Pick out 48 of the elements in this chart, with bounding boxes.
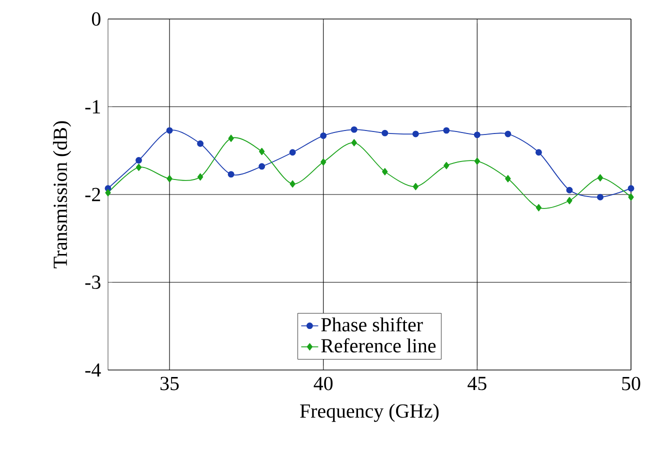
point: [351, 139, 357, 146]
point: [504, 130, 512, 138]
x-axis-title: Frequency (GHz): [300, 404, 439, 422]
point: [412, 182, 418, 190]
y-axis-title: Transmission (dB): [53, 121, 72, 268]
x-tick-label: 50: [622, 376, 640, 390]
x-tick-label: 45: [468, 376, 486, 390]
point: [166, 175, 172, 182]
point: [505, 175, 511, 182]
point: [382, 168, 388, 176]
point: [105, 189, 111, 196]
point: [197, 173, 204, 181]
y-tick-label: -2: [85, 188, 100, 202]
legend-label: Phase shifter: [321, 317, 423, 332]
x-tick-label: 35: [160, 376, 179, 390]
point: [290, 180, 296, 188]
point: [350, 126, 358, 133]
point: [382, 130, 388, 136]
point: [289, 149, 296, 156]
point: [474, 158, 480, 165]
point: [258, 163, 266, 170]
y-tick-label: 0: [92, 12, 100, 26]
point: [474, 132, 480, 138]
point: [444, 162, 450, 170]
y-tick-label: -3: [85, 276, 100, 289]
point: [566, 197, 572, 204]
point: [228, 134, 234, 142]
point: [258, 148, 265, 156]
y-tick-label: -1: [85, 100, 100, 114]
point: [443, 127, 450, 134]
y-tick-label: -4: [85, 363, 101, 377]
point: [597, 174, 604, 182]
point: [412, 130, 419, 138]
point: [628, 193, 634, 201]
point: [566, 186, 573, 194]
point: [136, 157, 142, 164]
point: [536, 204, 542, 212]
point: [228, 171, 234, 178]
point: [320, 158, 326, 166]
point: [320, 132, 327, 139]
point: [197, 140, 204, 147]
point: [597, 194, 604, 200]
legend-label: Reference line: [321, 338, 436, 352]
point: [166, 127, 173, 134]
point: [535, 149, 542, 156]
point: [136, 164, 142, 171]
x-tick-label: 40: [314, 376, 333, 390]
point: [628, 185, 634, 192]
